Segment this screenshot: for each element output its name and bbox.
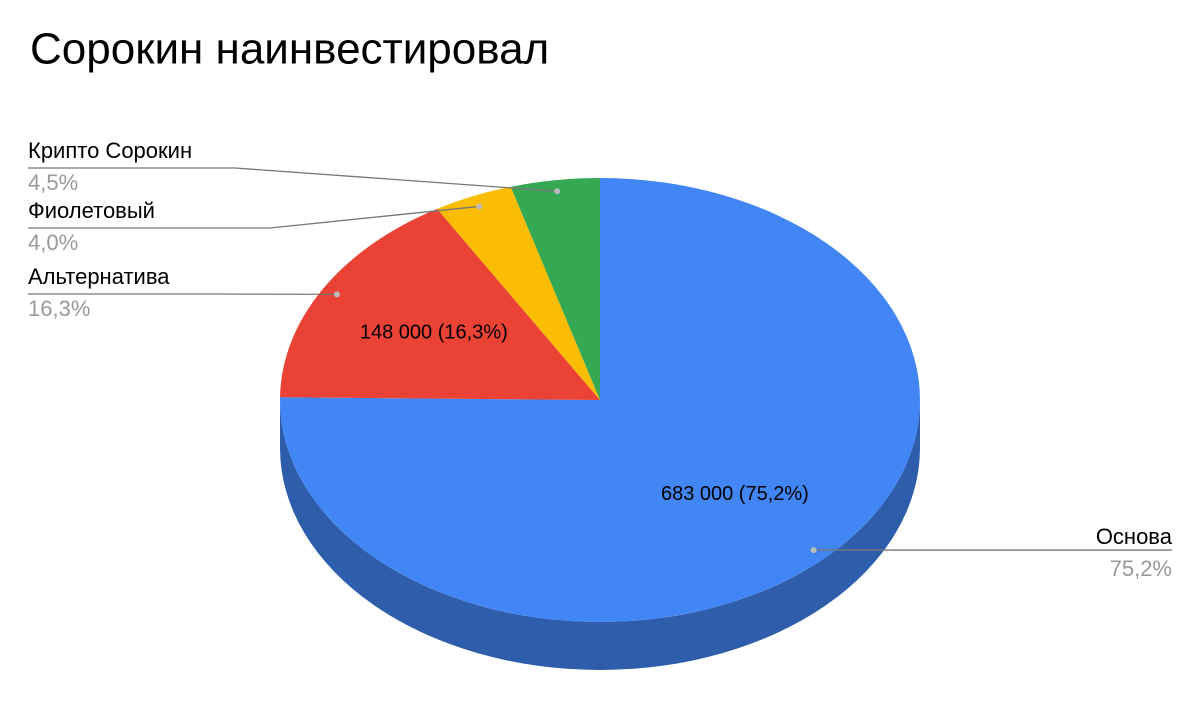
legend-label: Основа (1096, 524, 1173, 549)
pie-slice (280, 208, 600, 400)
pie-slice (437, 186, 600, 400)
value-label: 4,5% (28, 170, 78, 195)
inner-value-label: 683 000 (75,2%) (661, 483, 809, 505)
leader-dot (554, 188, 561, 195)
leader-dot (476, 203, 483, 210)
pie-slice (510, 178, 600, 400)
chart-title: Сорокин наинвестировал (30, 25, 549, 74)
inner-value-label: 148 000 (16,3%) (360, 322, 508, 344)
leader-line (234, 167, 558, 192)
value-label: 75,2% (1110, 556, 1172, 581)
leader-line (269, 205, 480, 229)
leader-dot (333, 291, 340, 298)
value-label: 4,0% (28, 230, 78, 255)
legend-label: Фиолетовый (28, 198, 155, 223)
legend-label: Крипто Сорокин (28, 138, 192, 163)
pie-side (280, 400, 920, 670)
leader-dot (810, 547, 817, 554)
value-label: 16,3% (28, 296, 90, 321)
legend-label: Альтернатива (28, 264, 170, 289)
